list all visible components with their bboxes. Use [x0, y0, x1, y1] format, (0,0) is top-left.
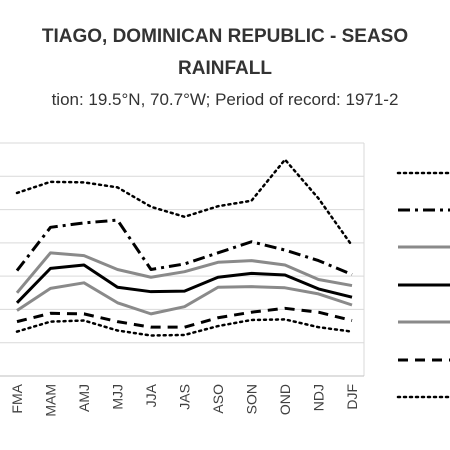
series-line-6 — [16, 306, 353, 329]
x-tick-label: SON — [244, 384, 260, 414]
x-tick-label: ASO — [210, 384, 226, 414]
series-line-1 — [15, 158, 354, 247]
grid-lines — [0, 142, 365, 377]
x-tick-label: MAM — [43, 384, 59, 417]
x-tick-label: OND — [277, 384, 293, 415]
chart-subtitle: tion: 19.5°N, 70.7°W; Period of record: … — [51, 90, 399, 109]
x-tick-label: JAS — [177, 384, 193, 410]
series-line-7 — [15, 318, 354, 337]
x-tick-label: AMJ — [76, 384, 92, 412]
x-tick-label: DJF — [344, 384, 360, 410]
legend — [396, 171, 450, 399]
x-tick-label: NDJ — [311, 384, 327, 411]
chart-title-line-2: RAINFALL — [178, 58, 272, 79]
series-line-3 — [15, 251, 353, 294]
x-tick-labels: FMA MAM AMJ MJJ JJA JAS ASO SON OND NDJ DJF — [9, 383, 360, 416]
series-line-2 — [15, 218, 353, 276]
x-tick-label: FMA — [9, 383, 25, 413]
series-line-4 — [15, 263, 353, 304]
series-lines — [15, 158, 354, 337]
series-line-5 — [16, 281, 353, 316]
chart-title-line-1: TIAGO, DOMINICAN REPUBLIC - SEASO — [41, 26, 409, 47]
x-tick-label: MJJ — [110, 384, 126, 410]
x-tick-label: JJA — [143, 383, 159, 407]
